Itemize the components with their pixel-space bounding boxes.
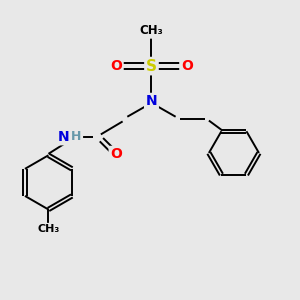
Text: CH₃: CH₃ xyxy=(140,24,163,37)
Text: CH₃: CH₃ xyxy=(37,224,59,234)
Text: N: N xyxy=(146,94,157,108)
Text: S: S xyxy=(146,58,157,74)
Text: O: O xyxy=(181,59,193,73)
Text: O: O xyxy=(110,59,122,73)
Text: N: N xyxy=(57,130,69,144)
Text: O: O xyxy=(110,147,122,161)
Text: H: H xyxy=(71,130,82,143)
